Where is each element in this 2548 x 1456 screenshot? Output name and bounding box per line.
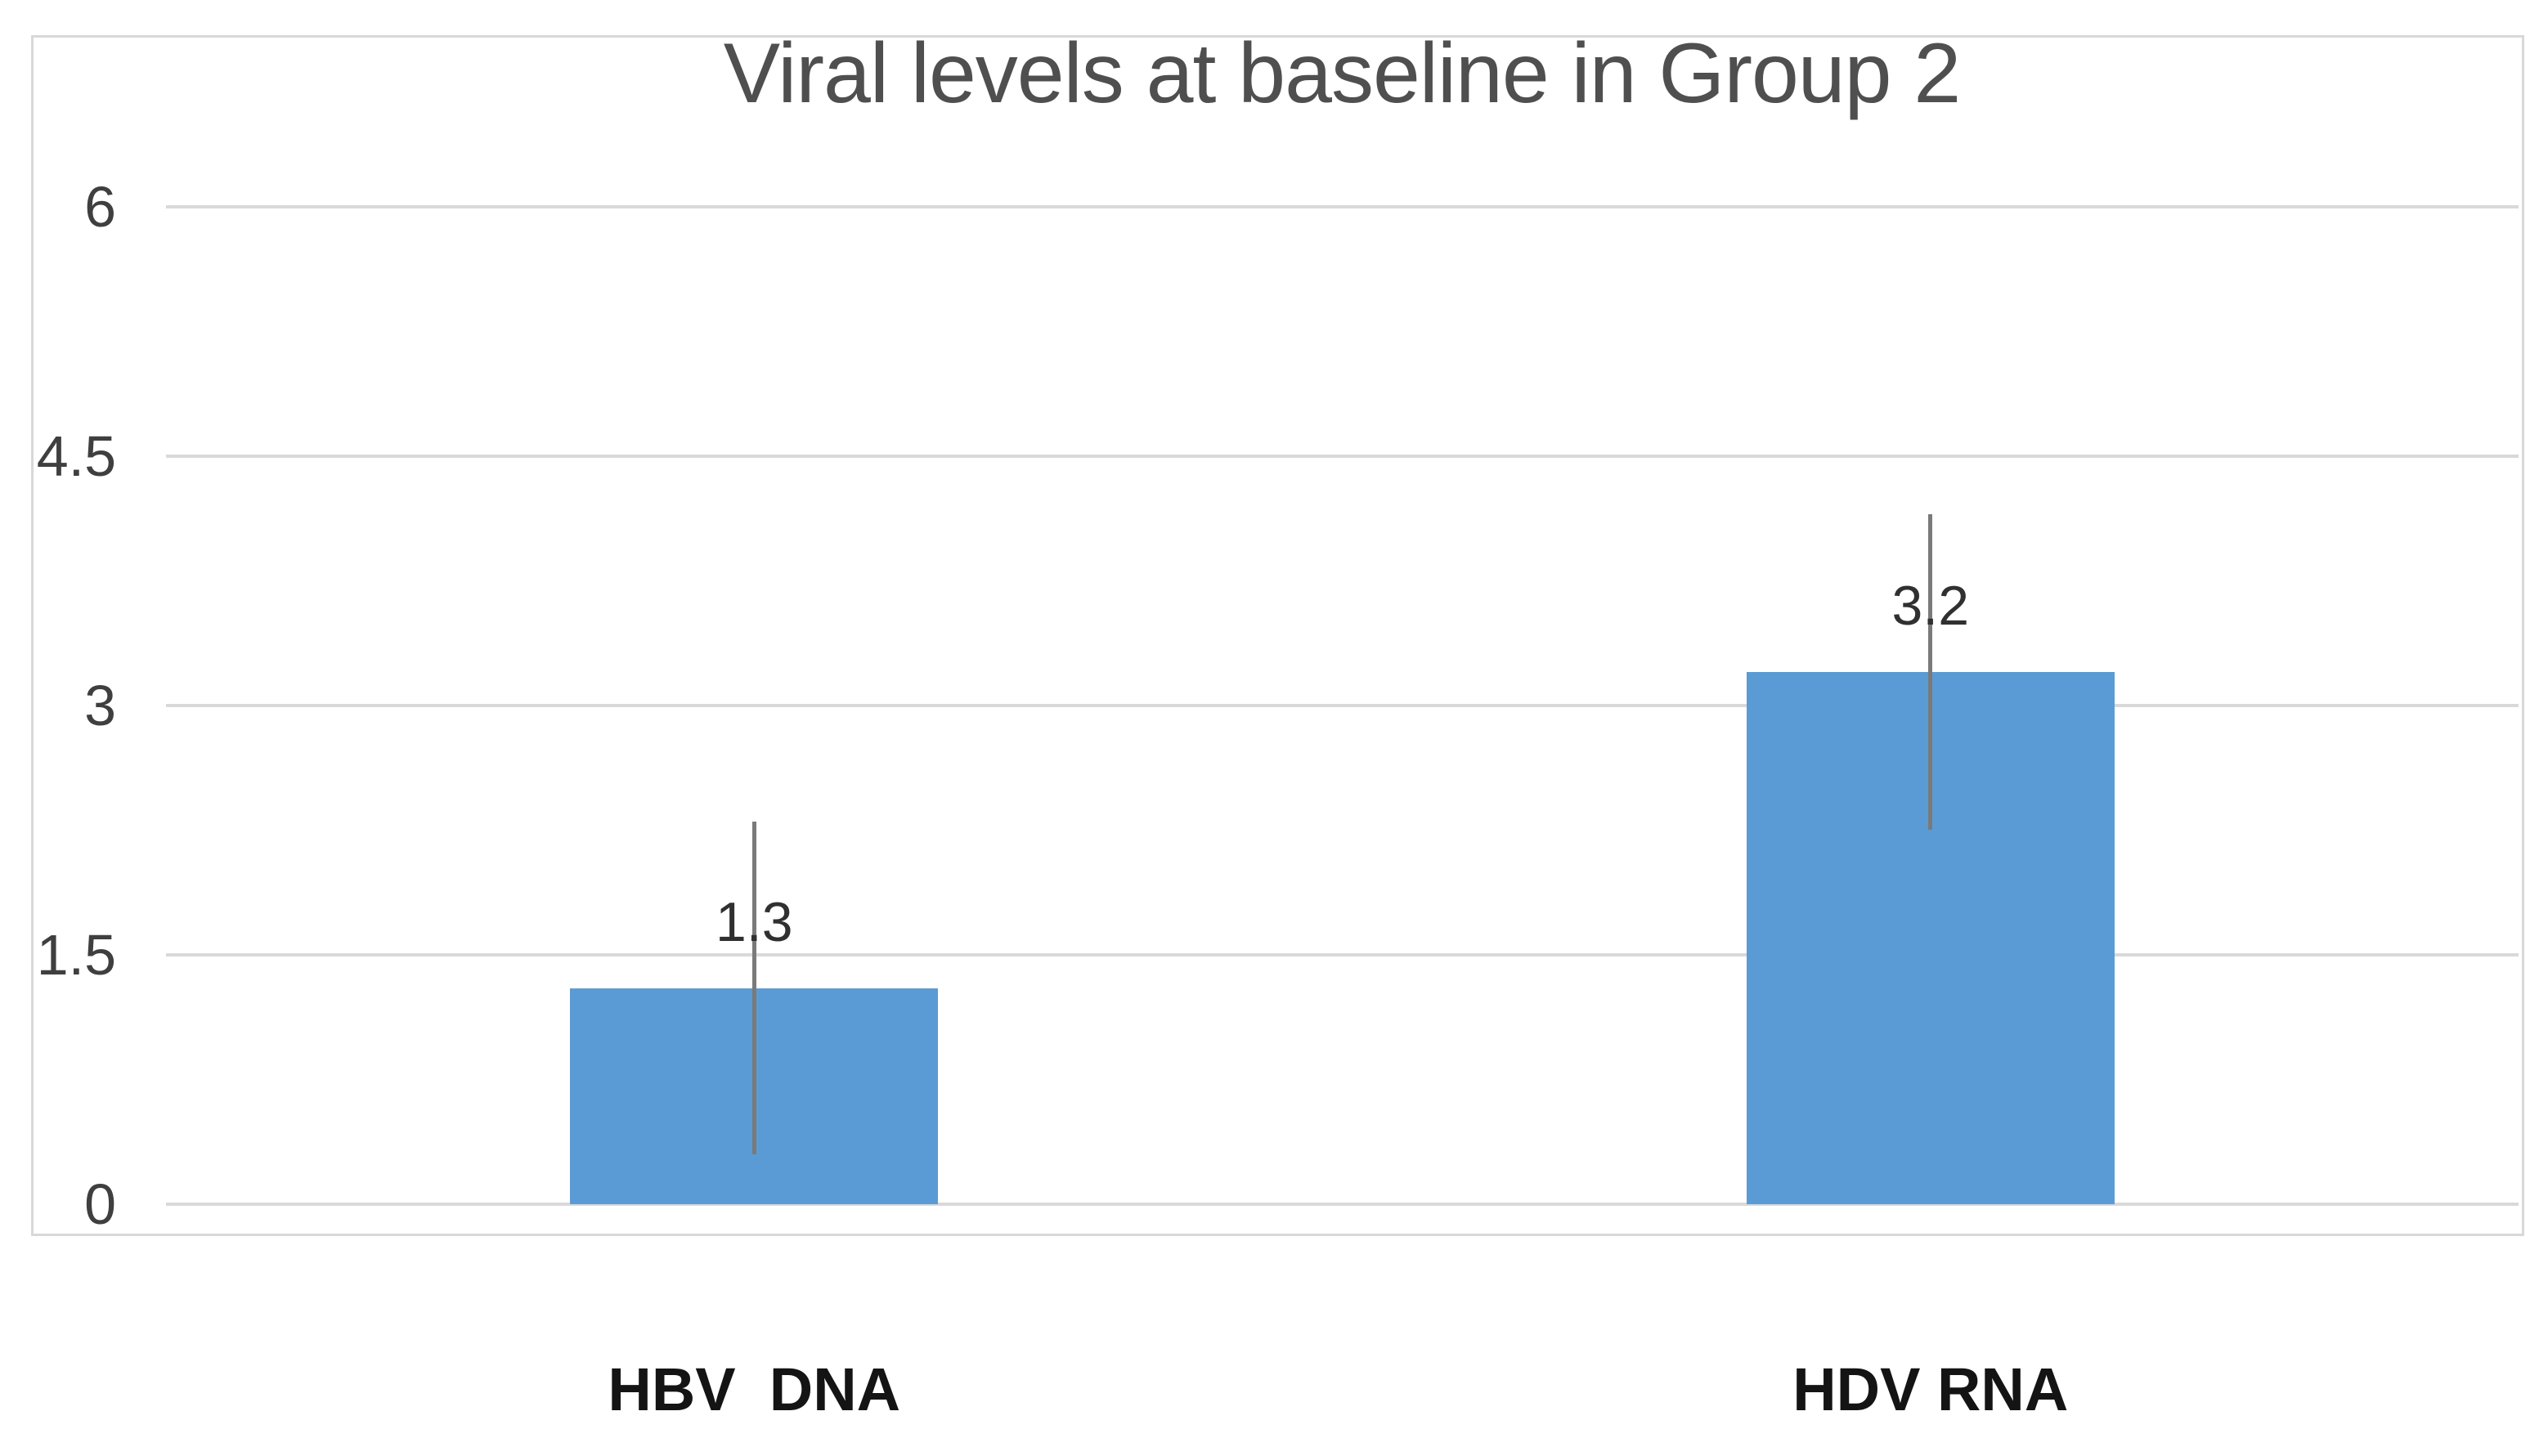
gridline bbox=[166, 704, 2519, 707]
error-bar-hdv-rna bbox=[1928, 514, 1933, 831]
y-tick-label: 3 bbox=[84, 674, 116, 737]
error-bar-hbv-dna bbox=[751, 822, 756, 1154]
y-tick-label: 1.5 bbox=[36, 923, 116, 987]
data-label-hdv-rna: 3.2 bbox=[1891, 575, 1970, 638]
plot-area: 1.3 3.2 bbox=[166, 205, 2519, 1206]
y-tick-label: 6 bbox=[84, 175, 116, 239]
data-label-hbv-dna: 1.3 bbox=[715, 890, 793, 953]
category-label-hbv-dna: HBV DNA bbox=[608, 1355, 901, 1423]
gridline bbox=[166, 455, 2519, 458]
y-tick-label: 0 bbox=[84, 1172, 116, 1236]
gridline bbox=[166, 1203, 2519, 1206]
category-label-hdv-rna: HDV RNA bbox=[1792, 1355, 2069, 1423]
gridline bbox=[166, 953, 2519, 956]
y-tick-label: 4.5 bbox=[36, 424, 116, 488]
chart-title: Viral levels at baseline in Group 2 bbox=[723, 26, 1961, 121]
gridline bbox=[166, 205, 2519, 208]
